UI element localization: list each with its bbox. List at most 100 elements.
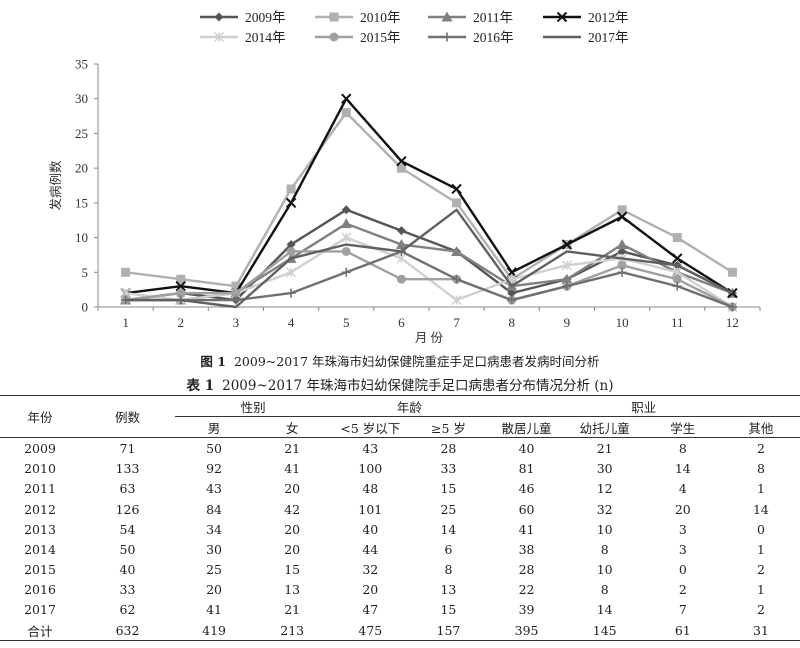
table-cell: 126 — [115, 501, 140, 517]
data-point — [561, 260, 572, 271]
col-under5-header: <5 岁以下 — [331, 416, 410, 439]
row-year-cell: 2009 — [24, 440, 56, 456]
table-cell: 32 — [362, 562, 379, 578]
col-male-header: 男 — [175, 416, 254, 439]
data-point — [341, 267, 351, 277]
series-line-2015年 — [125, 250, 733, 309]
legend-label: 2012年 — [588, 10, 629, 25]
data-point — [727, 267, 737, 277]
table-cell: 15 — [440, 602, 457, 618]
table-cell: 31 — [721, 620, 800, 642]
table-cell: 1 — [756, 541, 765, 557]
data-point — [286, 267, 297, 278]
x-tick-label: 6 — [398, 315, 405, 330]
table-cell: 41 — [206, 602, 223, 618]
data-point — [727, 302, 737, 312]
table-cell: 40 — [518, 440, 535, 456]
row-year-cell: 2016 — [24, 582, 56, 598]
table-cell: 14 — [596, 602, 613, 618]
data-point — [176, 274, 186, 284]
table-row: 2009 71 50 21 43 28 40 21 8 2 — [0, 438, 800, 459]
table-cell: 41 — [518, 521, 535, 537]
table-cell: 20 — [284, 521, 301, 537]
x-tick-label: 9 — [564, 315, 571, 330]
data-point — [617, 260, 627, 270]
x-tick-label: 12 — [726, 315, 739, 330]
table-cell: 7 — [678, 602, 687, 618]
table-cell: 2 — [756, 440, 765, 456]
data-point — [561, 239, 573, 250]
data-point — [396, 155, 407, 167]
table-cell: 100 — [358, 461, 383, 477]
table-cell: 3 — [678, 521, 687, 537]
table-cell: 20 — [284, 541, 301, 557]
table-cell: 30 — [596, 461, 613, 477]
table-cell: 50 — [206, 440, 223, 456]
data-point — [451, 295, 462, 306]
table-number: 表 1 — [186, 378, 215, 394]
data-point — [616, 239, 628, 250]
row-year-cell: 2013 — [24, 521, 56, 537]
x-tick-label: 1 — [122, 315, 129, 330]
table-cell: 20 — [362, 582, 379, 598]
table-cell: 1 — [756, 582, 765, 598]
table-cell: 0 — [678, 562, 687, 578]
table-cell: 21 — [596, 440, 613, 456]
table-row: 2017 62 41 21 47 15 39 14 7 2 — [0, 600, 800, 620]
table-cell: 54 — [119, 521, 136, 537]
table-cell: 43 — [362, 440, 379, 456]
y-tick-label: 35 — [75, 57, 88, 72]
x-tick-label: 2 — [178, 315, 185, 330]
x-tick-label: 10 — [616, 315, 629, 330]
table-cell: 28 — [440, 440, 457, 456]
data-point — [672, 233, 682, 243]
table-cell: 21 — [284, 602, 301, 618]
x-tick-label: 11 — [671, 315, 684, 330]
table-cell: 2 — [756, 602, 765, 618]
table-cell: 1 — [756, 481, 765, 497]
table-row: 2012 126 84 42 101 25 60 32 20 14 — [0, 499, 800, 519]
y-tick-label: 10 — [75, 230, 88, 245]
table-cell: 133 — [115, 461, 140, 477]
col-female-header: 女 — [253, 416, 332, 439]
data-point — [561, 273, 573, 284]
legend-label: 2014年 — [245, 30, 286, 45]
y-tick-label: 30 — [75, 91, 88, 106]
table-cell: 6 — [444, 541, 453, 557]
y-tick-label: 15 — [75, 195, 88, 210]
legend-marker — [556, 11, 568, 23]
data-point — [451, 245, 463, 256]
data-point — [672, 253, 683, 264]
table-row: 2011 63 43 20 48 15 46 12 4 1 — [0, 479, 800, 499]
table-row: 2010 133 92 41 100 33 81 30 14 8 — [0, 459, 800, 479]
legend-marker — [329, 32, 339, 42]
col-occupation-header: 职业 — [487, 394, 800, 418]
row-year-cell: 2014 — [24, 541, 56, 557]
data-point — [452, 198, 462, 208]
data-point — [341, 108, 351, 118]
legend-label: 2011年 — [473, 10, 513, 25]
table-caption-text: 2009~2017 年珠海市妇幼保健院手足口病患者分布情况分析 (n) — [222, 378, 614, 394]
table-cell: 2 — [756, 562, 765, 578]
table-cell: 157 — [409, 620, 488, 642]
table-cell: 61 — [643, 620, 722, 642]
table-cell: 632 — [80, 620, 175, 642]
col-gender-header: 性别 — [175, 394, 332, 418]
table-cell: 40 — [119, 562, 136, 578]
table-cell: 41 — [284, 461, 301, 477]
x-axis-title: 月 份 — [415, 331, 444, 345]
data-point — [617, 205, 627, 215]
figure-caption: 图 1 2009~2017 年珠海市妇幼保健院重症手足口病患者发病时间分析 — [0, 351, 800, 370]
data-point — [175, 280, 186, 292]
legend-marker — [329, 12, 339, 22]
col-year-header: 年份 — [0, 394, 80, 439]
table-cell: 25 — [206, 562, 223, 578]
table-cell: 14 — [752, 501, 769, 517]
table-cell: 48 — [362, 481, 379, 497]
legend-label: 2016年 — [473, 30, 514, 45]
data-point — [727, 287, 738, 299]
data-point — [231, 288, 241, 298]
table-cell: 32 — [596, 501, 613, 517]
table-cell: 25 — [440, 501, 457, 517]
